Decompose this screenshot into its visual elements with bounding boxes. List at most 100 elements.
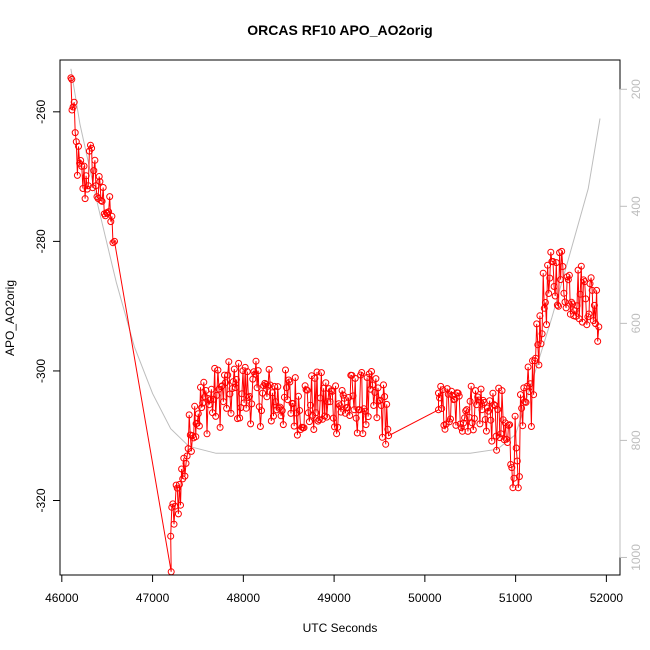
data-point [253, 384, 261, 392]
data-point [87, 141, 94, 149]
data-point [513, 457, 521, 465]
x-tick-label: 46000 [45, 591, 79, 605]
data-point [533, 320, 541, 328]
data-point [230, 365, 238, 373]
x-axis-label: UTC Seconds [303, 621, 378, 635]
data-point [224, 371, 232, 379]
data-point [560, 289, 568, 297]
data-point [447, 415, 454, 423]
data-point [488, 437, 496, 445]
data-point [526, 380, 534, 388]
data-point [374, 384, 382, 392]
data-point [522, 398, 530, 406]
data-point [279, 421, 287, 429]
data-point [346, 412, 354, 419]
data-point [551, 292, 559, 300]
data-point [177, 501, 184, 509]
data-point [237, 404, 245, 412]
data-point [313, 368, 321, 376]
data-point [547, 248, 555, 256]
data-point [441, 425, 449, 433]
data-point [573, 302, 581, 310]
data-point [376, 396, 384, 404]
data-point [328, 387, 336, 395]
data-point [524, 363, 532, 371]
data-point [68, 106, 76, 114]
data-point [216, 423, 224, 431]
data-point [521, 398, 529, 406]
data-point [291, 374, 299, 382]
data-point [73, 171, 81, 179]
data-point [243, 368, 251, 376]
data-point [506, 421, 514, 429]
data-point [68, 75, 76, 83]
data-point [301, 382, 309, 390]
data-point [470, 415, 478, 422]
data-point [248, 400, 256, 408]
y2-tick-label: 200 [629, 79, 643, 99]
data-point [549, 258, 557, 265]
data-point [337, 408, 345, 416]
data-point [381, 393, 389, 401]
data-point [594, 337, 602, 345]
data-point [93, 193, 101, 201]
data-point [207, 385, 215, 393]
data-point [373, 414, 381, 422]
data-point [582, 295, 590, 303]
data-point [80, 162, 88, 170]
data-point [92, 182, 100, 190]
data-point [69, 103, 77, 111]
data-point [558, 247, 566, 255]
data-point [326, 398, 334, 406]
data-point [340, 394, 348, 402]
data-point [235, 359, 243, 367]
data-series [67, 74, 603, 576]
data-point [219, 398, 227, 406]
y-tick-label: -320 [34, 488, 48, 512]
data-point [191, 402, 199, 410]
data-point [583, 321, 591, 329]
data-point [214, 366, 222, 374]
data-point [223, 404, 231, 412]
data-point [336, 402, 344, 410]
data-point [174, 510, 182, 518]
data-point [199, 399, 207, 407]
data-point [307, 401, 314, 409]
x-axis: 46000 47000 48000 49000 50000 51000 52000 [45, 574, 624, 605]
data-point [541, 299, 549, 306]
data-point [217, 383, 225, 391]
data-point [187, 447, 195, 455]
data-point [352, 414, 360, 422]
data-point [205, 401, 213, 409]
data-point [587, 274, 595, 282]
data-point [334, 423, 342, 431]
data-point [517, 391, 524, 399]
data-point [466, 397, 474, 405]
data-point [290, 422, 298, 430]
data-point [504, 439, 511, 446]
data-point [241, 363, 249, 371]
data-point [557, 276, 565, 284]
data-point [108, 212, 116, 220]
data-point [370, 402, 378, 409]
data-point [536, 312, 544, 320]
y2-tick-label: 400 [629, 196, 643, 216]
data-point [580, 276, 587, 284]
data-point [231, 384, 239, 392]
y-tick-label: -280 [34, 229, 48, 253]
data-point [106, 193, 114, 201]
data-point [323, 413, 331, 421]
data-point [283, 384, 290, 392]
data-point [515, 473, 523, 481]
data-point [380, 381, 387, 389]
data-point [509, 484, 517, 492]
data-point [107, 218, 115, 226]
data-point [537, 340, 545, 348]
data-point [508, 464, 516, 472]
data-point [368, 368, 375, 375]
data-point [484, 404, 491, 412]
data-point [88, 144, 96, 152]
data-point [494, 406, 502, 413]
x-tick-label: 52000 [590, 591, 624, 605]
